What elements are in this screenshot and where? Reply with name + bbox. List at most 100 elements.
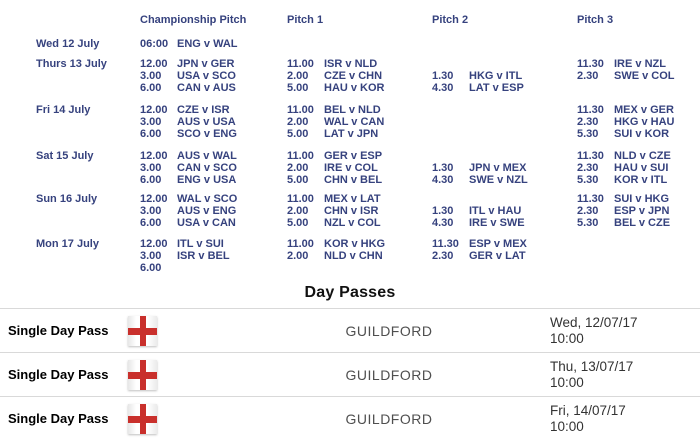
pass-location: GUILDFORD [345,366,433,383]
match-teams: LAT v ESP [469,82,524,94]
match-teams: USA v SCO [177,70,236,82]
schedule-pitch-cell: 11.00 GER v ESP 2.00 IRE v COL 5.00 CHN v BEL [287,150,432,186]
match-time: 2.00 [287,116,309,128]
day-pass-row[interactable]: Single Day Pass GUILDFORD Wed, 12/07/17 10:… [0,308,700,352]
match-line: 11.30 MEX v GER [577,104,700,116]
match-time: 5.00 [287,82,309,94]
match-time: 5.00 [287,128,309,140]
match-time: 11.00 [287,150,314,162]
day-pass-row[interactable]: Single Day Pass GUILDFORD Thu, 13/07/17 10:… [0,352,700,396]
match-line: 2.30 GER v LAT [432,250,577,262]
schedule-pitch-cell: 12.00 JPN v GER 3.00 USA v SCO 6.00 CAN v AUS [140,58,287,94]
match-line: 3.00 ISR v BEL [140,250,287,262]
match-line: 5.00 NZL v COL [287,217,432,229]
pass-datetime: Wed, 12/07/17 10:00 [540,315,700,347]
pass-time: 10:00 [550,330,584,346]
pass-name: Single Day Pass [8,367,109,382]
match-line: 11.00 BEL v NLD [287,104,432,116]
match-line: 1.30 HKG v ITL [432,70,577,82]
match-time: 12.00 [140,150,168,162]
match-teams: CHN v BEL [324,174,383,186]
schedule-pitch-cell: 11.30 SUI v HKG 2.30 ESP v JPN 5.30 BEL v CZE [577,193,700,229]
schedule-pitch-cell: 11.00 ISR v NLD 2.00 CZE v CHN 5.00 HAU v KOR [287,58,432,94]
match-teams: SUI v KOR [614,128,670,140]
pass-date: Fri, 14/07/17 [550,402,626,418]
schedule-pitch-cell: 12.00 ITL v SUI 3.00 ISR v BEL 6.00 [140,238,287,274]
match-line: 5.30 SUI v KOR [577,128,700,140]
match-time: 6.00 [140,82,162,94]
match-line: 2.30 HKG v HAU [577,116,700,128]
match-time: 3.00 [140,116,162,128]
match-time: 2.00 [287,205,309,217]
schedule-column-header: Championship Pitch [140,14,247,26]
match-time: 5.00 [287,174,309,186]
match-line: 5.00 CHN v BEL [287,174,432,186]
match-line: 06:00 ENG v WAL [140,38,287,50]
schedule-pitch-cell: 12.00 WAL v SCO 3.00 AUS v ENG 6.00 USA v CAN [140,193,287,229]
schedule-pitch-cell: 11.30 MEX v GER 2.30 HKG v HAU 5.30 SUI v KOR [577,104,700,140]
match-line: 6.00 ENG v USA [140,174,287,186]
schedule-pitch-cell: 06:00 ENG v WAL [140,38,287,50]
match-time: 11.00 [287,238,314,250]
match-line: 2.00 WAL v CAN [287,116,432,128]
match-teams: IRE v NZL [614,58,666,70]
match-line: 12.00 JPN v GER [140,58,287,70]
match-time: 6.00 [140,174,162,186]
match-time: 5.00 [287,217,309,229]
match-time: 1.30 [432,70,454,82]
match-line: 12.00 WAL v SCO [140,193,287,205]
match-teams: HAU v KOR [324,82,385,94]
match-line: 11.00 GER v ESP [287,150,432,162]
match-teams: ISR v NLD [324,58,378,70]
match-time: 3.00 [140,205,162,217]
match-teams: AUS v USA [177,116,236,128]
match-line: 2.00 IRE v COL [287,162,432,174]
match-time: 1.30 [432,162,454,174]
match-teams: IRE v COL [324,162,378,174]
match-line: 6.00 USA v CAN [140,217,287,229]
match-time: 3.00 [140,162,162,174]
match-line: 3.00 AUS v ENG [140,205,287,217]
schedule-column-header: Pitch 2 [432,14,469,26]
match-line: 4.30 IRE v SWE [432,217,577,229]
match-teams: ISR v BEL [177,250,230,262]
match-teams: AUS v ENG [177,205,237,217]
pass-location: GUILDFORD [345,322,433,339]
match-teams: GER v LAT [469,250,526,262]
match-time: 1.30 [432,205,454,217]
match-time: 2.30 [577,116,599,128]
match-time: 11.00 [287,58,314,70]
match-teams: BEL v NLD [324,104,381,116]
match-teams: KOR v HKG [324,238,386,250]
schedule-pitch-cell: 1.30 JPN v MEX 4.30 SWE v NZL [432,150,577,186]
match-line: 11.00 MEX v LAT [287,193,432,205]
match-teams: HAU v SUI [614,162,669,174]
schedule-column-header: Pitch 3 [577,14,614,26]
match-line: 5.00 HAU v KOR [287,82,432,94]
pass-datetime: Thu, 13/07/17 10:00 [540,359,700,391]
match-teams: ITL v HAU [469,205,522,217]
match-time: 5.30 [577,217,599,229]
match-teams: ESP v JPN [614,205,670,217]
match-time: 11.30 [577,193,604,205]
match-line: 1.30 ITL v HAU [432,205,577,217]
match-line: 11.30 ESP v MEX [432,238,577,250]
match-line: 4.30 LAT v ESP [432,82,577,94]
schedule-pitch-cell: 11.30 ESP v MEX 2.30 GER v LAT [432,238,577,262]
match-line: 2.30 ESP v JPN [577,205,700,217]
match-line: 4.30 SWE v NZL [432,174,577,186]
match-time: 11.30 [577,58,604,70]
schedule-row: Mon 17 July 12.00 ITL v SUI 3.00 ISR v BEL 6.… [0,238,700,274]
match-line: 2.30 SWE v COL [577,70,700,82]
match-time: 12.00 [140,104,168,116]
schedule-day-label: Sun 16 July [36,193,98,205]
match-teams: HKG v ITL [469,70,523,82]
match-teams: CZE v CHN [324,70,383,82]
england-flag-icon [128,359,157,390]
schedule-pitch-cell: 12.00 AUS v WAL 3.00 CAN v SCO 6.00 ENG v USA [140,150,287,186]
schedule-pitch-cell: 11.30 IRE v NZL 2.30 SWE v COL [577,58,700,82]
match-time: 2.30 [577,162,599,174]
match-time: 11.30 [577,150,604,162]
match-time: 2.00 [287,162,309,174]
day-pass-row[interactable]: Single Day Pass GUILDFORD Fri, 14/07/17 10:… [0,396,700,440]
